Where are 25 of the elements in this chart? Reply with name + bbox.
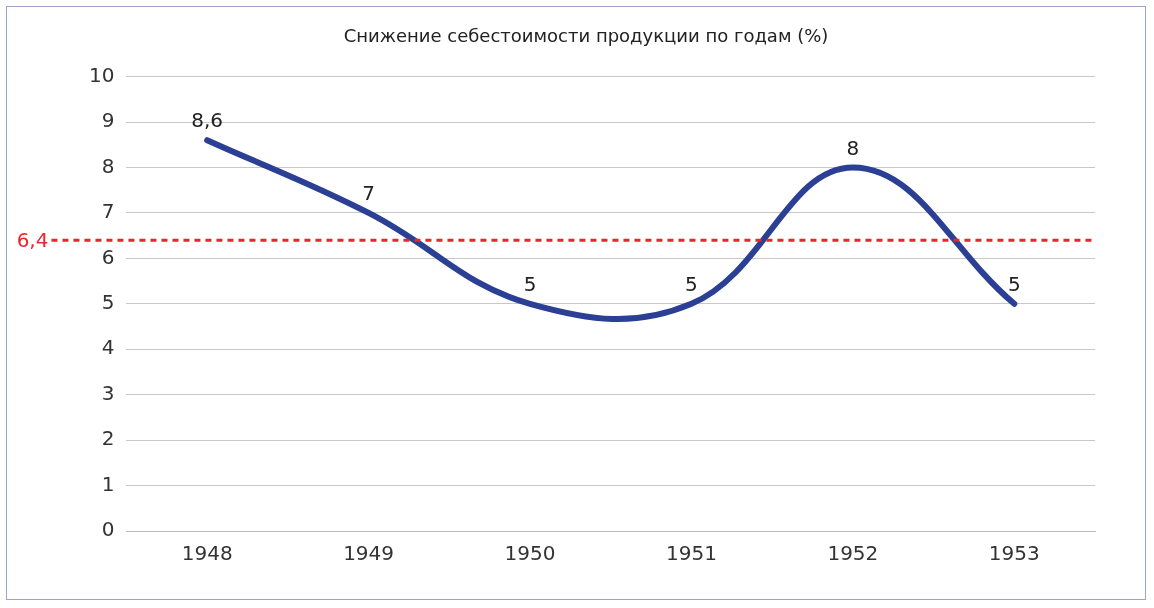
- x-tick-label: 1948: [181, 541, 233, 566]
- x-tick-label: 1951: [665, 541, 717, 566]
- y-tick-label: 9: [101, 108, 115, 133]
- y-tick-label: 6: [101, 244, 115, 269]
- x-tick-label: 1953: [988, 541, 1040, 566]
- y-tick-label: 2: [101, 426, 115, 451]
- x-tick-label: 1952: [827, 541, 879, 566]
- y-tick-label: 5: [101, 290, 115, 314]
- data-label: 5: [685, 272, 698, 296]
- y-tick-label: 4: [101, 335, 115, 360]
- y-tick-label: 8: [101, 153, 115, 178]
- x-tick-label: 1950: [504, 541, 556, 566]
- y-tick-label: 0: [101, 517, 115, 542]
- data-label: 8,6: [191, 108, 224, 133]
- y-tick-label: 10: [89, 62, 115, 87]
- data-label: 5: [523, 272, 537, 296]
- data-label: 8: [846, 135, 860, 160]
- data-label: 5: [1007, 272, 1021, 296]
- ref-line-label: 6,4: [16, 228, 49, 253]
- chart-title: Снижение себестоимости продукции по годам (%): [343, 25, 829, 47]
- data-label: 7: [362, 181, 375, 206]
- y-tick-label: 1: [101, 471, 115, 496]
- x-tick-label: 1949: [343, 541, 395, 566]
- y-tick-label: 7: [101, 199, 115, 224]
- y-tick-label: 3: [101, 380, 115, 405]
